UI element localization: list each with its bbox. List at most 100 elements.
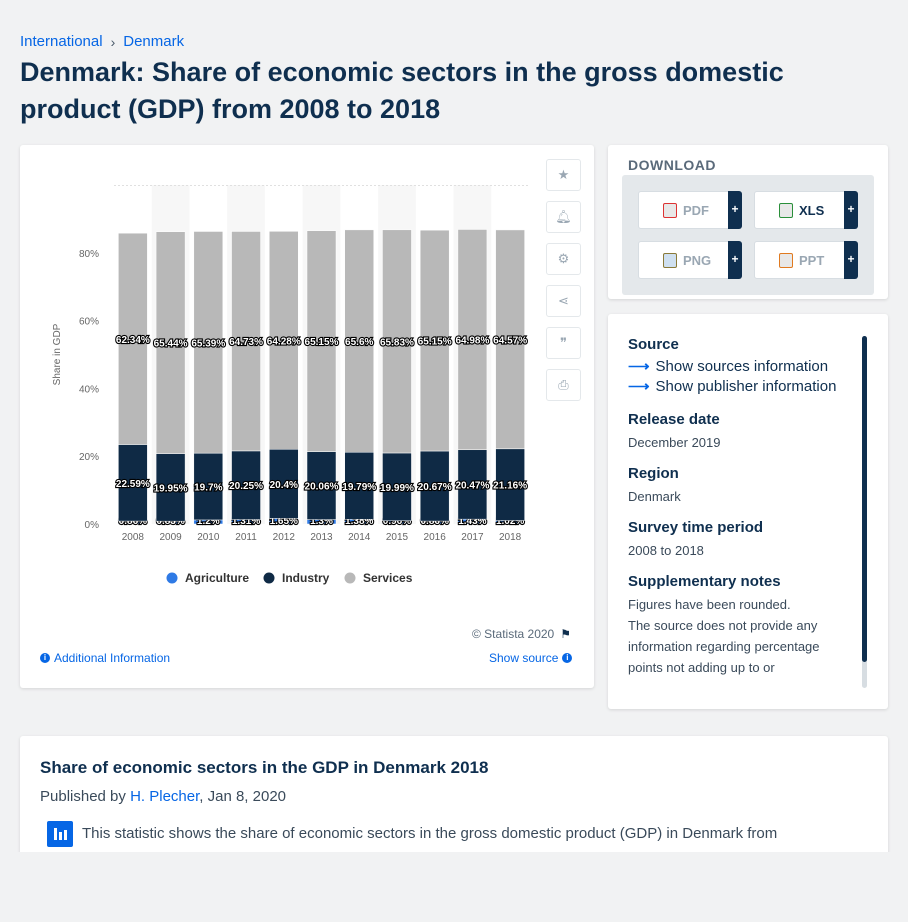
source-heading: Source [628,336,679,353]
data-label: 65.15% [305,337,339,348]
x-tick-label: 2015 [386,532,409,543]
legend-marker-agriculture[interactable] [166,572,178,584]
bar-services[interactable] [382,229,412,454]
arrow-right-icon: ⟶ [628,378,650,395]
bar-industry[interactable] [193,452,224,521]
bar-industry[interactable] [118,444,148,522]
plus-icon: + [844,191,858,229]
breadcrumb-denmark[interactable]: Denmark [123,33,185,50]
bar-industry[interactable] [306,451,337,520]
x-tick-label: 2011 [235,532,257,543]
bar-services[interactable] [344,229,374,453]
y-tick-label: 40% [79,384,99,395]
data-label: 20.4% [270,480,298,491]
legend-marker-industry[interactable] [263,572,275,584]
download-pdf-button[interactable]: PDF + [638,191,742,229]
x-tick-label: 2017 [461,532,484,543]
scrollbar-thumb[interactable] [862,336,867,662]
data-label: 65.83% [380,337,414,348]
bar-industry[interactable] [495,448,525,521]
description-text: This statistic shows the share of econom… [82,825,778,842]
bell-icon: 🔔︎ [555,209,572,224]
y-tick-label: 80% [79,249,99,260]
print-button[interactable]: ⎙ [546,369,581,401]
region-heading: Region [628,465,679,482]
legend-label-industry[interactable]: Industry [282,571,330,585]
bar-industry[interactable] [419,450,450,522]
ppt-label: PPT [799,252,825,268]
favorite-button[interactable]: ★ [546,159,581,191]
legend-marker-services[interactable] [344,572,356,584]
bar-services[interactable] [269,231,299,450]
data-label: 19.95% [154,483,188,494]
copyright: © Statista 2020 ⚑ [472,627,571,641]
legend-label-agriculture[interactable]: Agriculture [185,571,249,585]
gear-icon: ⚙ [557,251,570,266]
data-label: 19.7% [194,483,222,494]
bar-services[interactable] [457,229,488,451]
notification-button[interactable]: 🔔︎ [546,201,581,233]
bar-services[interactable] [306,230,337,452]
supplementary-notes-heading: Supplementary notes [628,573,781,590]
legend-label-services[interactable]: Services [363,571,413,585]
chevron-right-icon: › [110,33,116,50]
png-file-icon [663,252,677,268]
author-link[interactable]: H. Plecher [130,788,200,805]
survey-period-heading: Survey time period [628,519,764,536]
settings-button[interactable]: ⚙ [546,243,581,275]
bar-services[interactable] [419,229,450,452]
supplementary-notes-line2: The source does not provide any informat… [628,618,820,675]
download-png-button[interactable]: PNG + [638,241,742,279]
release-date-heading: Release date [628,411,720,428]
show-source-link[interactable]: Show source i [489,651,573,665]
x-tick-label: 2014 [348,532,371,543]
png-label: PNG [683,252,712,268]
stacked-bar-chart: 0%20%40%60%80%Share in GDP0.86%22.59%62.… [52,185,529,585]
star-icon: ★ [557,167,570,182]
chart-tools: ★ 🔔︎ ⚙ ⋖ ❞ ⎙ [546,159,581,401]
plus-icon: + [728,191,742,229]
xls-file-icon [779,202,793,218]
published-prefix: Published by [40,788,126,805]
bar-industry[interactable] [344,451,374,520]
x-tick-label: 2008 [122,532,145,543]
statistic-icon [47,821,73,847]
info-icon: i [562,653,573,663]
cite-button[interactable]: ❞ [546,327,581,359]
print-icon: ⎙ [558,377,569,392]
additional-information-link[interactable]: i Additional Information [40,651,170,665]
flag-icon[interactable]: ⚑ [560,627,571,641]
x-tick-label: 2012 [273,532,296,543]
published-by: Published by H. Plecher, Jan 8, 2020 [40,788,286,805]
data-label: 20.06% [305,482,339,493]
data-label: 64.28% [267,336,301,347]
bar-services[interactable] [231,231,261,452]
bar-industry[interactable] [155,453,186,522]
data-label: 65.6% [345,337,373,348]
download-xls-button[interactable]: XLS + [754,191,858,229]
release-date-value: December 2019 [628,435,721,450]
info-icon: i [40,653,50,663]
bar-services[interactable] [118,232,148,445]
share-button[interactable]: ⋖ [546,285,581,317]
show-sources-link[interactable]: ⟶ Show sources information [628,357,850,376]
bar-services[interactable] [495,229,525,450]
bar-industry[interactable] [457,449,488,520]
data-label: 20.47% [455,480,489,491]
bar-industry[interactable] [269,449,299,519]
data-label: 64.98% [455,336,489,347]
share-icon: ⋖ [558,293,569,308]
page-title: Denmark: Share of economic sectors in th… [20,57,784,124]
show-publisher-link[interactable]: ⟶ Show publisher information [628,377,850,396]
data-label: 19.99% [380,483,414,494]
data-label: 21.16% [493,481,527,492]
breadcrumb-international[interactable]: International [20,33,103,50]
bar-services[interactable] [155,231,186,454]
download-ppt-button[interactable]: PPT + [754,241,858,279]
region-value: Denmark [628,489,681,504]
x-tick-label: 2018 [499,532,522,543]
bar-services[interactable] [193,231,224,454]
arrow-right-icon: ⟶ [628,358,650,375]
copyright-text: © Statista 2020 [472,627,555,641]
data-label: 65.39% [191,338,225,349]
